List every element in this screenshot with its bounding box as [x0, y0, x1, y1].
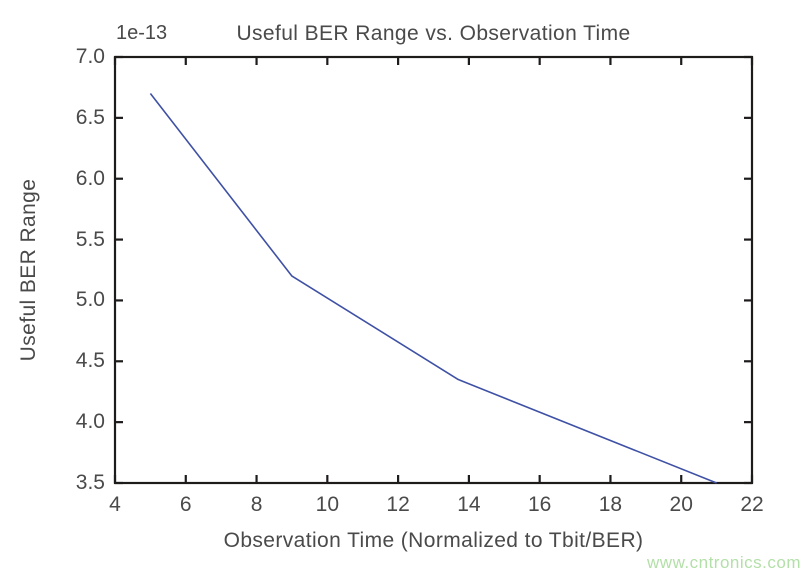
x-tick-label: 22	[740, 493, 764, 516]
y-axis-offset-label: 1e-13	[116, 22, 168, 44]
watermark: www.cntronics.com	[647, 553, 801, 572]
x-tick-label: 14	[457, 493, 481, 516]
y-tick-label: 6.0	[75, 166, 105, 190]
x-tick-label: 20	[669, 493, 693, 516]
y-tick-label: 5.0	[75, 288, 105, 312]
y-tick-label: 4.5	[75, 349, 105, 373]
x-tick-label: 18	[598, 493, 623, 516]
y-tick-label: 7.0	[75, 45, 105, 68]
y-tick-label: 6.5	[75, 105, 105, 129]
y-tick-label: 3.5	[75, 471, 105, 494]
axes-frame	[113, 55, 754, 485]
x-axis-label: Observation Time (Normalized to Tbit/BER…	[223, 529, 644, 552]
chart-title: Useful BER Range vs. Observation Time	[236, 22, 631, 45]
x-tick-label: 4	[109, 493, 121, 516]
y-tick-label: 4.0	[75, 410, 105, 434]
x-tick-label: 12	[386, 493, 410, 516]
y-tick-label: 5.5	[75, 227, 105, 251]
y-axis-label: Useful BER Range	[17, 178, 40, 362]
x-tick-label: 6	[179, 493, 192, 516]
ber-range-line-series	[149, 93, 717, 484]
x-tick-label: 10	[315, 493, 339, 516]
x-tick-label: 16	[527, 493, 552, 516]
x-tick-label: 8	[250, 493, 263, 516]
